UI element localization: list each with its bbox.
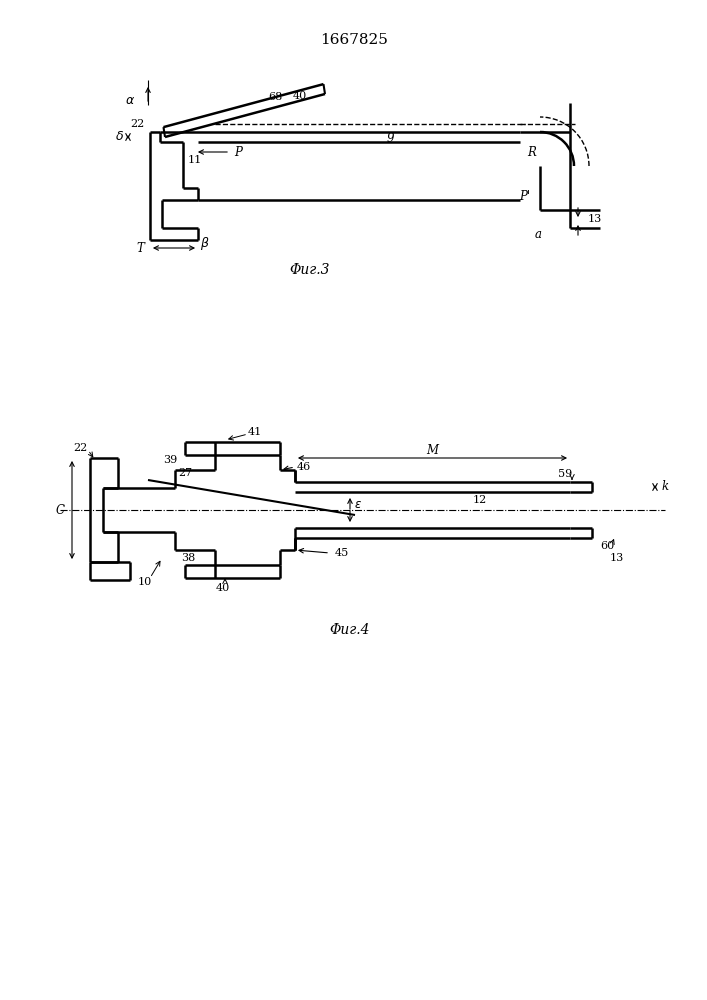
Text: $\varepsilon$: $\varepsilon$	[354, 498, 362, 512]
Text: C: C	[56, 504, 64, 516]
Text: 38: 38	[181, 553, 195, 563]
Text: R: R	[527, 145, 537, 158]
Text: 12: 12	[473, 495, 487, 505]
Text: 13: 13	[610, 553, 624, 563]
Text: Φиг.4: Φиг.4	[329, 623, 370, 637]
Text: P': P'	[520, 190, 530, 202]
Text: 1667825: 1667825	[320, 33, 388, 47]
Text: 22: 22	[73, 443, 87, 453]
Text: a: a	[534, 229, 542, 241]
Text: 10: 10	[138, 577, 152, 587]
Text: 45: 45	[335, 548, 349, 558]
Text: 68: 68	[268, 92, 282, 102]
Text: 9: 9	[386, 131, 394, 144]
Text: M: M	[426, 444, 438, 456]
Text: 60: 60	[600, 541, 614, 551]
Text: 13: 13	[588, 214, 602, 224]
Text: T: T	[136, 241, 144, 254]
Text: $\beta$: $\beta$	[200, 235, 210, 252]
Text: k: k	[662, 481, 669, 493]
Text: 27: 27	[178, 468, 192, 478]
Text: 59: 59	[558, 469, 572, 479]
Text: Φиг.3: Φиг.3	[290, 263, 330, 277]
Text: P: P	[234, 145, 242, 158]
Text: 11: 11	[188, 155, 202, 165]
Text: $\delta$: $\delta$	[115, 130, 124, 143]
Text: 22: 22	[130, 119, 144, 129]
Text: $\alpha$: $\alpha$	[125, 94, 135, 106]
Text: 39: 39	[163, 455, 177, 465]
Text: 40: 40	[216, 583, 230, 593]
Text: 41: 41	[248, 427, 262, 437]
Text: 46: 46	[297, 462, 311, 472]
Text: 40: 40	[293, 91, 307, 101]
